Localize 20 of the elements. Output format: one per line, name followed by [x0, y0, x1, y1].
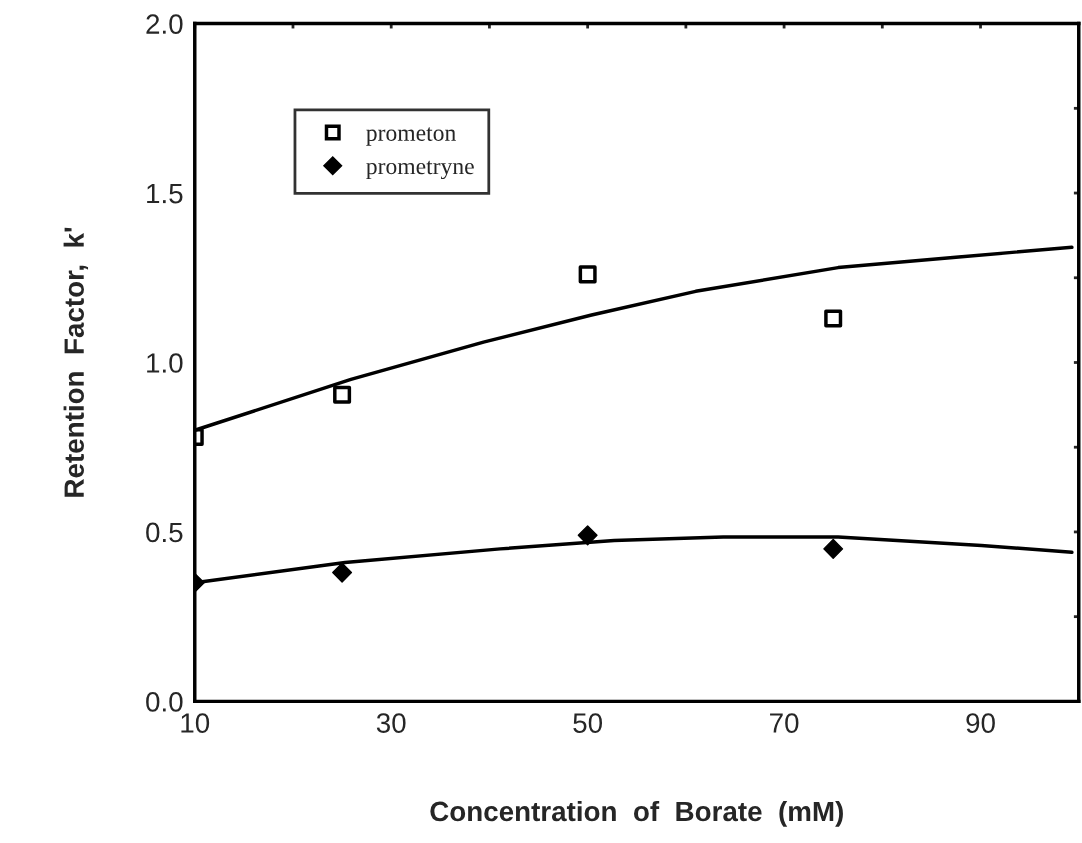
y-tick-label: 2.0 — [146, 14, 183, 34]
x-tick-label: 10 — [181, 713, 210, 733]
point — [333, 385, 352, 404]
x-tick-label: 70 — [770, 713, 799, 733]
legend-label: prometryne — [366, 160, 474, 180]
legend-label: prometon — [366, 127, 456, 146]
point — [824, 309, 843, 328]
point — [577, 525, 598, 546]
y-tick-label: 0.5 — [146, 522, 183, 543]
y-tick-label: 1.5 — [147, 184, 183, 204]
point — [578, 265, 597, 284]
point — [823, 538, 844, 559]
x-tick-label: 90 — [966, 713, 995, 733]
y-tick-label: 0.0 — [146, 692, 183, 712]
x-axis-title: Concentration of Borate (mM) — [430, 800, 843, 827]
x-tick-label: 50 — [573, 713, 603, 733]
x-tick-label: 30 — [376, 713, 406, 733]
y-axis-title: Retention Factor, k' — [63, 227, 89, 497]
y-tick-label: 1.0 — [147, 353, 183, 373]
point — [332, 562, 353, 583]
